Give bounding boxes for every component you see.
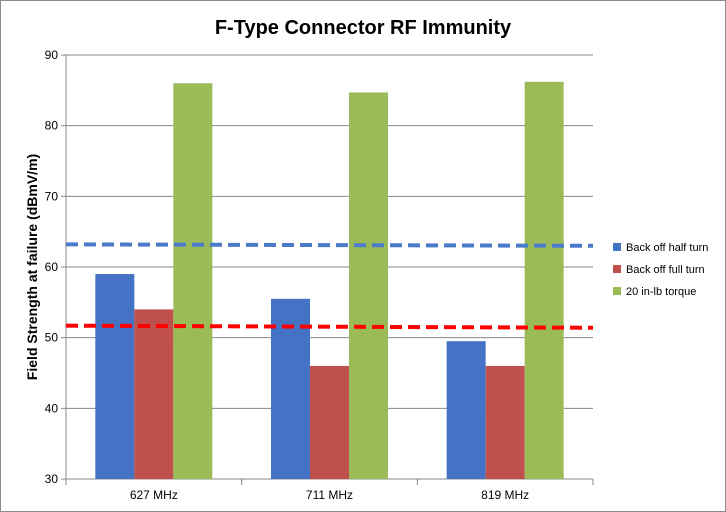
legend-label-3: 20 in-lb torque [626,286,696,298]
legend-label-1: Back off half turn [626,242,708,254]
legend-label-2: Back off full turn [626,264,705,276]
y-tick-label: 50 [45,331,59,345]
y-tick-label: 30 [45,472,59,486]
bar-1-2 [271,298,310,479]
chart-title: F-Type Connector RF Immunity [215,17,512,39]
y-tick-label: 40 [45,401,59,415]
x-tick-label: 711 MHz [306,488,353,502]
legend: Back off half turn Back off full turn 20 i… [613,242,708,298]
bar-2-1 [134,309,174,479]
bar-3-1 [173,83,213,480]
bar-2-3 [485,365,525,479]
x-tick-label: 627 MHz [130,488,178,502]
bar-1-3 [446,341,486,479]
y-tick-label: 90 [45,48,59,62]
bar-2-2 [310,365,349,479]
legend-swatch-2 [613,265,621,273]
bar-1-1 [95,274,135,479]
bar-3-3 [524,81,564,479]
reference-line-1 [65,242,594,248]
y-tick-label: 80 [45,119,59,133]
y-axis-title: Field Strength at failure (dBmV/m) [24,154,40,380]
plot-area: 30 40 50 60 70 80 90 627 MHz 711 MHz 819 MHz [45,48,594,502]
reference-line-2 [65,323,594,330]
legend-swatch-1 [613,243,621,251]
y-tick-label: 70 [45,189,59,203]
legend-swatch-3 [613,287,621,295]
bar-3-2 [349,92,388,479]
x-tick-label: 819 MHz [481,488,529,502]
y-tick-label: 60 [45,260,59,274]
